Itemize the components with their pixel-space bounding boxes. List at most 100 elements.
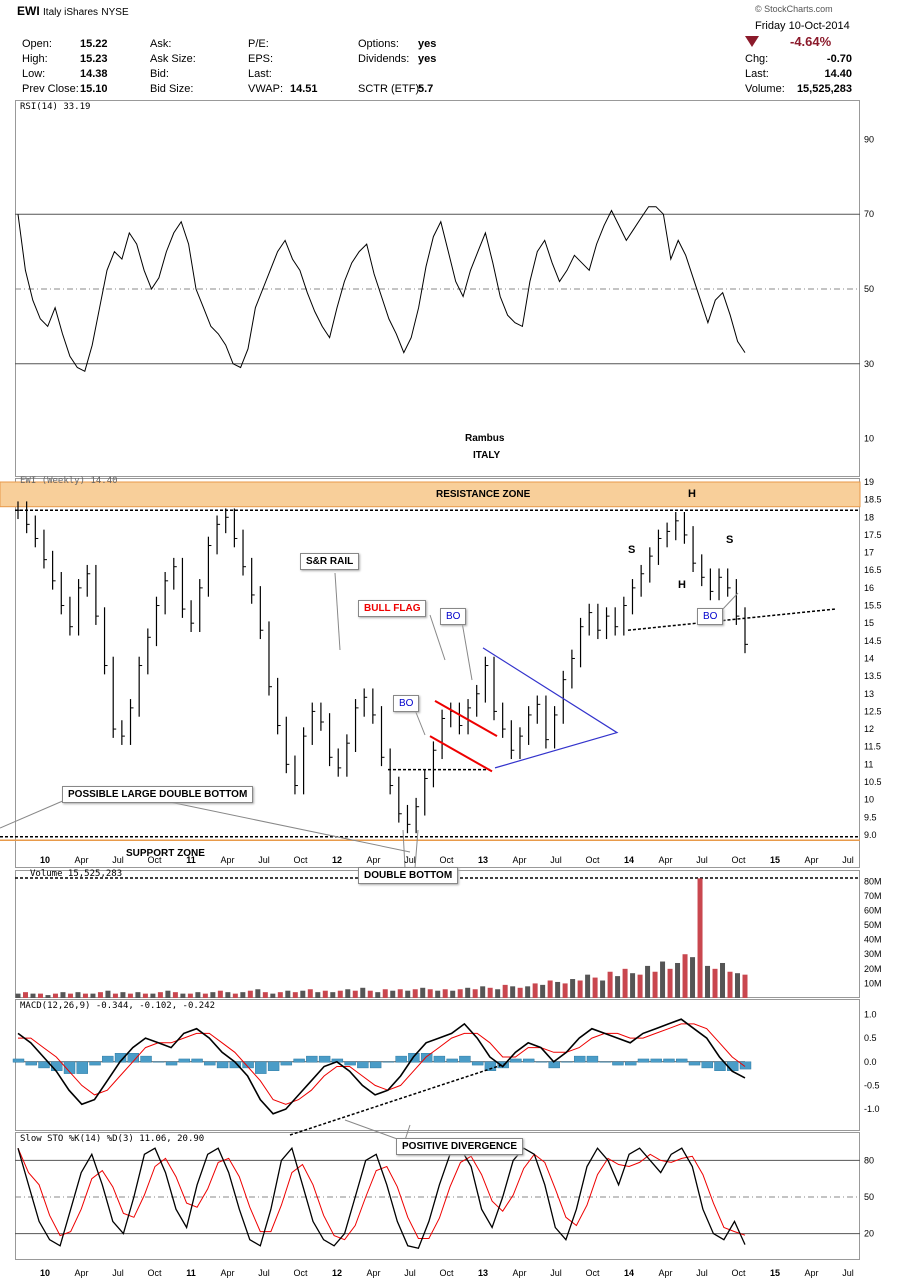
price-tick-label: 15 — [864, 618, 874, 628]
header-field-label: Chg: — [745, 53, 769, 65]
volume-bar — [60, 992, 66, 998]
header-field-label: Open: — [22, 38, 52, 50]
x-axis-label: Apr — [366, 855, 380, 865]
callout-pointer — [414, 709, 426, 736]
rsi-tick-label: 10 — [864, 434, 874, 444]
price-tick-label: 18.5 — [864, 495, 882, 505]
macd-line — [17, 1018, 746, 1115]
volume-bar — [52, 993, 58, 998]
macd-histogram-bar — [548, 1061, 560, 1069]
volume-label: Volume 15,525,283 — [30, 869, 123, 879]
macd-histogram-bar — [459, 1055, 471, 1063]
header-field-value: 14.51 — [290, 83, 318, 95]
x-axis-label: Apr — [512, 1268, 526, 1278]
macd-tick-label: -1.0 — [864, 1104, 880, 1114]
price-tick-label: 11.5 — [864, 742, 881, 752]
annotation-bull-flag: BULL FLAG — [358, 600, 427, 617]
callout-pointer — [159, 799, 411, 853]
volume-bar — [367, 990, 373, 998]
annotation-possible-double-bottom: POSSIBLE LARGE DOUBLE BOTTOM — [62, 786, 254, 803]
x-axis-label: Jul — [404, 1268, 416, 1278]
neckline — [627, 608, 836, 631]
x-axis-label: Apr — [512, 855, 526, 865]
macd-histogram-bar — [369, 1061, 382, 1069]
price-tick-label: 16.5 — [864, 565, 882, 575]
volume-bar — [150, 993, 156, 998]
price-tick-label: 17.5 — [864, 530, 882, 540]
macd-tick-label: 1.0 — [864, 1009, 877, 1019]
macd-histogram-bar — [382, 1061, 395, 1063]
header-field-label: Volume: — [745, 83, 785, 95]
x-axis-label: 12 — [332, 1268, 342, 1278]
volume-bar — [307, 989, 313, 998]
price-tick-label: 10 — [864, 795, 874, 805]
security-name: Italy iShares — [43, 7, 99, 18]
x-axis-label: Jul — [550, 855, 562, 865]
header-field-label: EPS: — [248, 53, 274, 65]
watermark: © StockCharts.com — [755, 4, 833, 14]
volume-bar — [30, 993, 36, 998]
volume-tick-label: 20M — [864, 964, 882, 974]
volume-bar — [247, 990, 253, 998]
macd-histogram-bar — [535, 1061, 548, 1063]
macd-histogram-bar — [306, 1055, 318, 1063]
volume-bar — [645, 965, 651, 998]
volume-bar — [720, 962, 726, 998]
x-axis-label: Oct — [731, 1268, 746, 1278]
macd-histogram-bar — [63, 1061, 76, 1074]
volume-bar — [630, 973, 636, 998]
country-label: ITALY — [473, 450, 501, 461]
volume-bar — [735, 973, 741, 998]
header-field-label: Last: — [248, 68, 272, 80]
volume-tick-label: 30M — [864, 949, 882, 959]
volume-bar — [135, 992, 141, 998]
stoch-tick-label: 20 — [864, 1229, 874, 1239]
volume-bar — [232, 993, 238, 998]
macd-histogram-bar — [267, 1061, 280, 1071]
divergence-line — [289, 1063, 506, 1136]
volume-bar — [510, 986, 516, 998]
callout-pointer — [0, 799, 66, 829]
x-axis-label: Oct — [293, 855, 308, 865]
header-field-value: -0.70 — [826, 53, 852, 65]
annotation-sr-rail: S&R RAIL — [300, 553, 360, 570]
macd-histogram-bar — [12, 1058, 25, 1063]
x-axis-label: Apr — [74, 1268, 88, 1278]
volume-bar — [202, 993, 208, 998]
macd-panel — [15, 999, 860, 1131]
macd-histogram-bar — [701, 1061, 713, 1069]
x-axis-label: 13 — [478, 1268, 488, 1278]
change-percent: -4.64% — [790, 34, 832, 49]
macd-histogram-bar — [599, 1061, 611, 1063]
macd-histogram-bar — [153, 1061, 165, 1063]
price-tick-label: 12.5 — [864, 706, 882, 716]
x-axis-label: Apr — [804, 1268, 818, 1278]
rsi-label: RSI(14) 33.19 — [20, 102, 91, 112]
macd-histogram-bar — [216, 1061, 229, 1069]
volume-tick-label: 60M — [864, 905, 882, 915]
macd-label: MACD(12,26,9) -0.344, -0.102, -0.242 — [20, 1001, 216, 1011]
volume-bar — [315, 992, 321, 998]
callout-pointer — [334, 572, 341, 651]
x-axis-label: Oct — [585, 1268, 600, 1278]
header-field-label: Prev Close: — [22, 83, 79, 95]
volume-bar — [112, 993, 118, 998]
volume-bar — [217, 990, 223, 998]
volume-bar — [120, 992, 126, 998]
x-axis-label: 11 — [186, 1268, 196, 1278]
macd-histogram-bar — [408, 1053, 420, 1063]
x-axis-label: Apr — [658, 855, 672, 865]
x-axis-label: Oct — [147, 1268, 162, 1278]
macd-histogram-bar — [280, 1061, 293, 1066]
macd-histogram-bar — [242, 1061, 254, 1069]
macd-histogram-bar — [76, 1061, 88, 1074]
callout-pointer — [721, 592, 739, 611]
volume-bar — [187, 993, 193, 998]
volume-bar — [555, 981, 561, 998]
header-field-label: Options: — [358, 38, 399, 50]
volume-bar — [667, 968, 673, 998]
volume-bar — [412, 989, 418, 998]
x-axis-label: Jul — [550, 1268, 562, 1278]
volume-tick-label: 80M — [864, 876, 882, 886]
price-tick-label: 11 — [864, 759, 873, 769]
